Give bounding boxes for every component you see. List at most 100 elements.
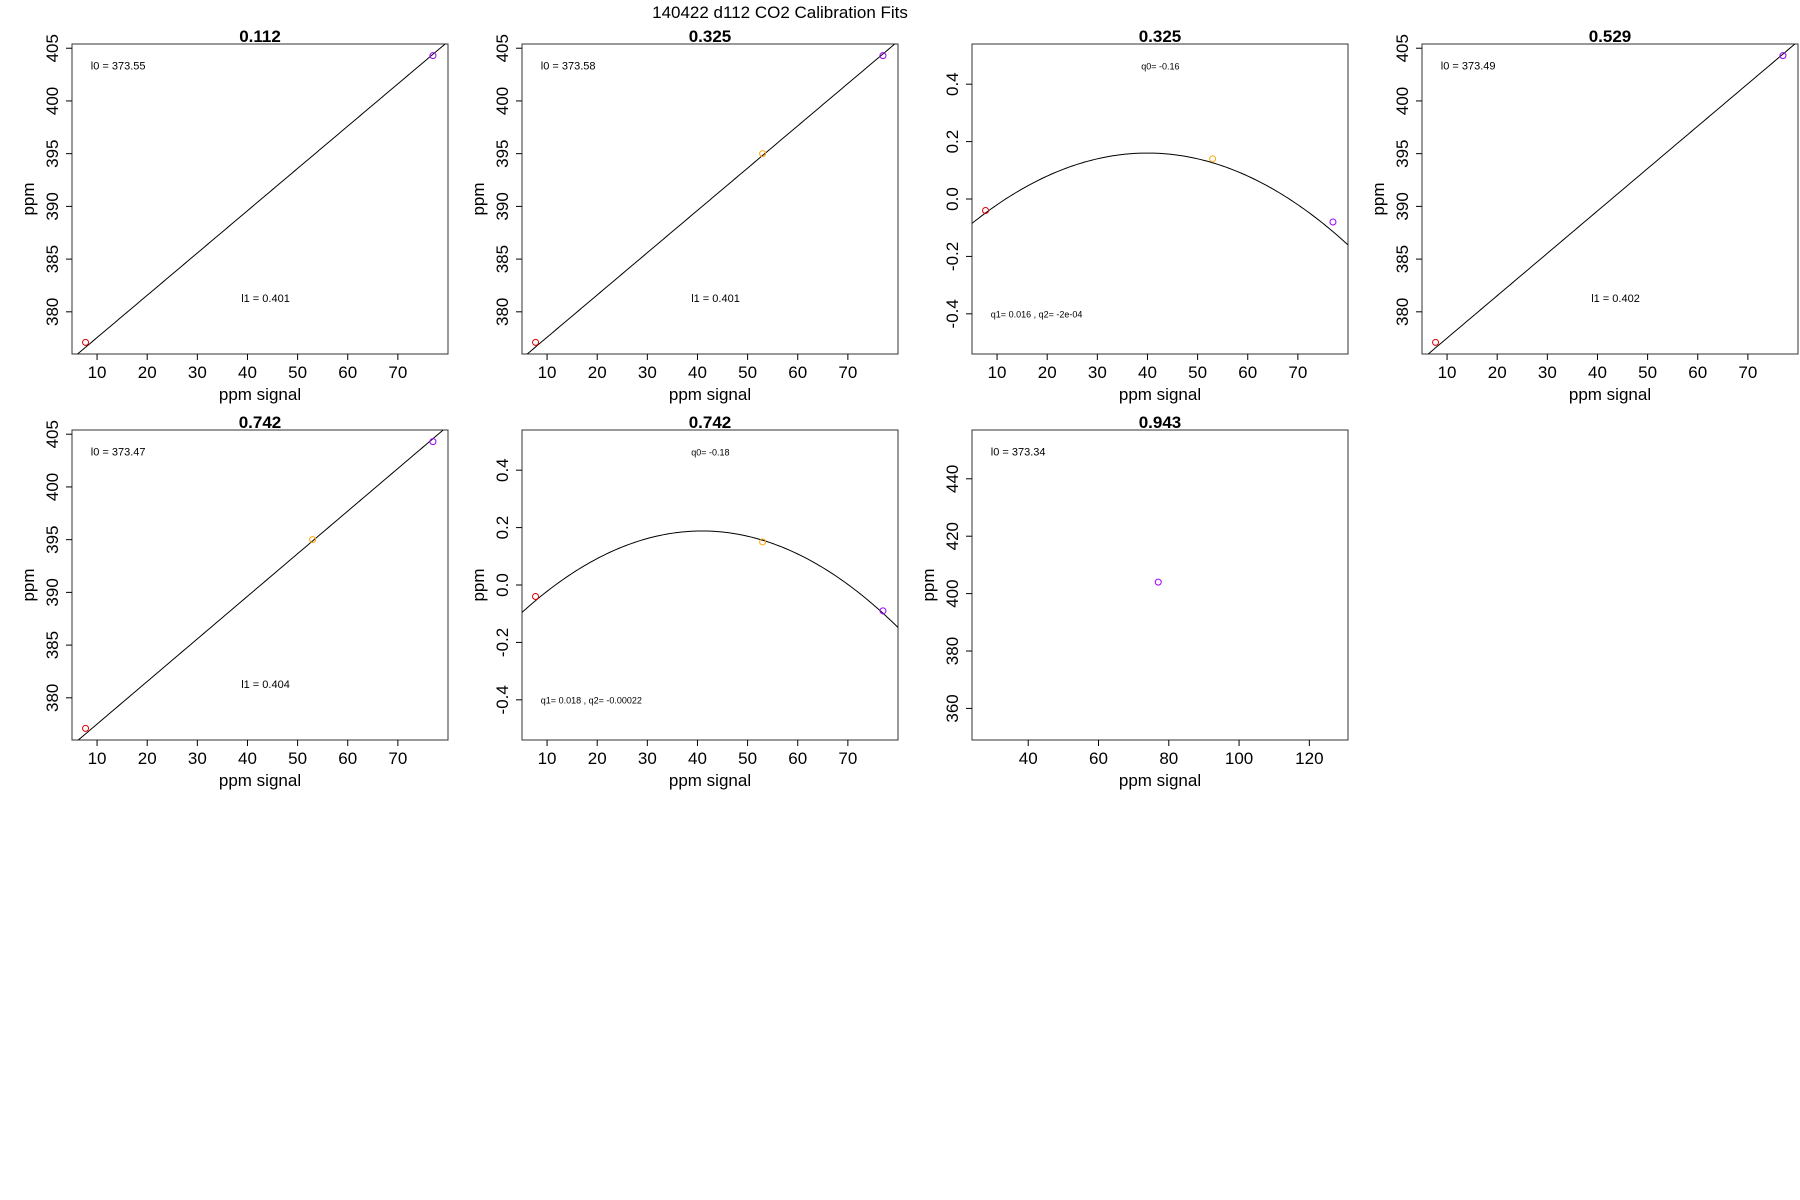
x-tick-label: 100 (1225, 749, 1253, 768)
x-tick-label: 30 (188, 749, 207, 768)
x-tick-label: 70 (388, 363, 407, 382)
y-tick-label: 390 (1393, 192, 1412, 220)
x-tick-label: 30 (638, 363, 657, 382)
y-tick-label: 395 (43, 139, 62, 167)
y-tick-label: 400 (493, 87, 512, 115)
y-tick-label: 0.0 (943, 187, 962, 211)
x-tick-label: 20 (588, 363, 607, 382)
plot-frame (521, 43, 899, 355)
plot-frame (521, 429, 899, 741)
plot-frame (71, 43, 449, 355)
x-tick-label: 50 (288, 363, 307, 382)
x-tick-label: 10 (88, 749, 107, 768)
data-point (759, 538, 767, 546)
y-tick-label: 385 (1393, 245, 1412, 273)
data-point (429, 52, 437, 60)
y-tick-label: 380 (43, 298, 62, 326)
fit-line (76, 44, 446, 354)
fit-line (522, 530, 898, 628)
x-axis-label: ppm signal (1119, 385, 1201, 404)
data-point (532, 592, 540, 600)
y-tick-label: -0.2 (943, 242, 962, 271)
plot-frame (71, 429, 449, 741)
y-tick-label: 400 (943, 579, 962, 607)
x-tick-label: 10 (538, 363, 557, 382)
x-tick-label: 10 (538, 749, 557, 768)
y-tick-label: 395 (493, 139, 512, 167)
fit-annotation: l1 = 0.401 (691, 293, 740, 305)
x-tick-label: 60 (338, 363, 357, 382)
y-axis-label: ppm (1369, 182, 1388, 215)
y-tick-label: 380 (43, 684, 62, 712)
data-point (759, 150, 767, 158)
x-tick-label: 20 (138, 363, 157, 382)
x-tick-label: 20 (1488, 363, 1507, 382)
chart-title: 0.742 (689, 413, 732, 432)
fit-annotation: q1= 0.018 , q2= -0.00022 (541, 696, 642, 706)
y-tick-label: 420 (943, 522, 962, 550)
y-tick-label: 440 (943, 465, 962, 493)
fit-line (972, 152, 1348, 246)
fit-line (1427, 44, 1796, 354)
x-tick-label: 20 (138, 749, 157, 768)
chart-panel-7: 0.943 40 60 80 100 120 360 380 400 420 440 ppm sign… (919, 413, 1349, 790)
x-axis-label: ppm signal (669, 771, 751, 790)
y-tick-label: 390 (493, 192, 512, 220)
plot-frame (1421, 43, 1799, 355)
y-tick-label: 400 (43, 87, 62, 115)
y-tick-label: 405 (43, 420, 62, 448)
fit-annotation: l0 = 373.55 (91, 61, 146, 73)
x-tick-label: 10 (88, 363, 107, 382)
fit-line (526, 44, 896, 354)
x-tick-label: 30 (1538, 363, 1557, 382)
data-point (1779, 52, 1787, 60)
data-point (1432, 338, 1440, 346)
y-tick-label: 400 (43, 473, 62, 501)
x-tick-label: 10 (988, 363, 1007, 382)
fit-annotation: l0 = 373.47 (91, 447, 146, 459)
chart-title: 0.742 (239, 413, 282, 432)
x-tick-label: 50 (288, 749, 307, 768)
x-axis-label: ppm signal (1569, 385, 1651, 404)
x-tick-label: 20 (588, 749, 607, 768)
data-point (879, 607, 887, 615)
y-tick-label: 380 (943, 637, 962, 665)
y-tick-label: 405 (1393, 34, 1412, 62)
y-tick-label: 395 (43, 525, 62, 553)
y-tick-label: 390 (43, 578, 62, 606)
data-point (309, 536, 317, 544)
y-tick-label: 0.2 (493, 516, 512, 540)
chart-panel-1: 0.112 10 20 30 40 50 60 70 380 385 390 395 400 405 ppm… (19, 27, 449, 404)
x-tick-label: 30 (188, 363, 207, 382)
y-tick-label: 0.2 (943, 130, 962, 154)
y-axis-label: ppm (919, 568, 938, 601)
fit-annotation: l1 = 0.401 (241, 293, 290, 305)
data-point (1209, 155, 1217, 163)
x-tick-label: 60 (788, 749, 807, 768)
fit-annotation: q1= 0.016 , q2= -2e-04 (991, 310, 1083, 320)
y-tick-label: 385 (43, 245, 62, 273)
x-tick-label: 70 (1738, 363, 1757, 382)
plot-frame (971, 43, 1349, 355)
chart-panel-3: 0.325 10 20 30 40 50 60 70 -0.4 -0.2 0.0 0.2 0.4 ppm … (943, 27, 1349, 404)
y-axis-label: ppm (19, 568, 38, 601)
x-tick-label: 60 (788, 363, 807, 382)
y-tick-label: -0.4 (943, 299, 962, 328)
x-tick-label: 40 (1138, 363, 1157, 382)
chart-panel-5: 0.742 10 20 30 40 50 60 70 380 385 390 395 400 405 ppm… (19, 413, 449, 790)
data-point (1329, 218, 1337, 226)
x-tick-label: 50 (1638, 363, 1657, 382)
y-axis-label: ppm (469, 182, 488, 215)
x-tick-label: 70 (838, 749, 857, 768)
fit-annotation: q0= -0.18 (691, 448, 729, 458)
y-tick-label: 405 (493, 34, 512, 62)
x-tick-label: 70 (838, 363, 857, 382)
x-tick-label: 40 (238, 363, 257, 382)
y-tick-label: 360 (943, 694, 962, 722)
y-tick-label: 405 (43, 34, 62, 62)
x-axis-label: ppm signal (219, 385, 301, 404)
chart-panel-4: 0.529 10 20 30 40 50 60 70 380 385 390 395 400 405 ppm… (1369, 27, 1799, 404)
x-axis-label: ppm signal (219, 771, 301, 790)
y-tick-label: 395 (1393, 139, 1412, 167)
